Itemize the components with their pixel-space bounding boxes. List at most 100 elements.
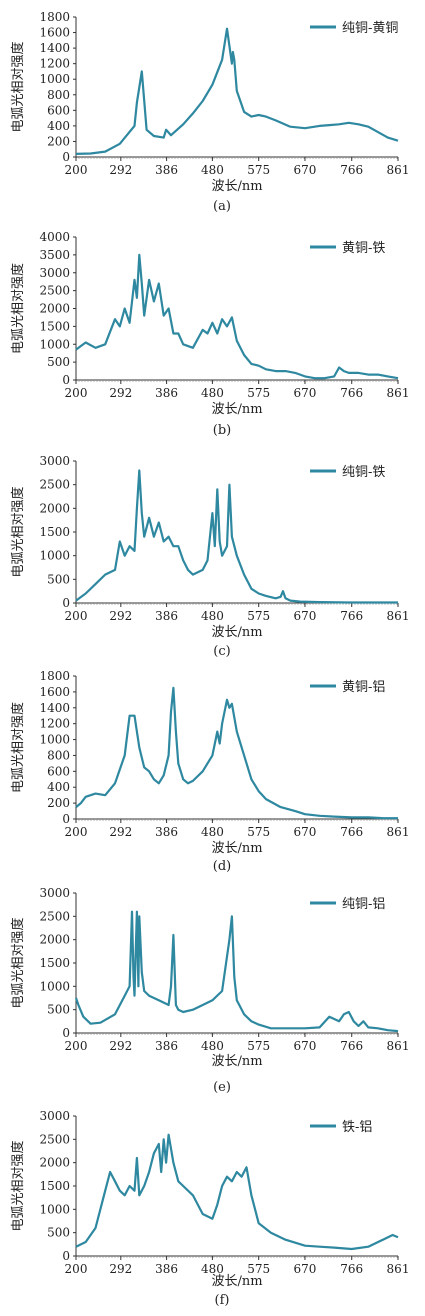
y-tick-label: 800 <box>47 88 70 102</box>
y-tick-label: 0 <box>62 1249 70 1263</box>
x-tick-label: 292 <box>109 1262 132 1276</box>
x-tick-label: 480 <box>201 825 224 839</box>
x-tick-label: 200 <box>65 1039 88 1053</box>
series-line <box>75 27 399 155</box>
y-axis-label: 电弧光相对强度 <box>10 917 26 1008</box>
series-line <box>75 686 398 820</box>
legend-label: 纯铜-黄铜 <box>342 21 398 36</box>
x-tick-label: 386 <box>155 1039 178 1053</box>
y-tick-label: 3000 <box>39 1109 70 1123</box>
y-tick-label: 200 <box>47 796 70 810</box>
y-tick-label: 2000 <box>39 501 70 515</box>
x-axis-label: 波长/nm <box>211 1054 262 1069</box>
legend-label: 黄铜-铝 <box>342 680 385 695</box>
y-tick-label: 1500 <box>39 1179 70 1193</box>
y-tick-label: 1500 <box>39 525 70 539</box>
x-tick-label: 575 <box>247 386 270 400</box>
panel-caption: (c) <box>213 644 230 659</box>
x-tick-label: 386 <box>155 825 178 839</box>
x-tick-label: 861 <box>387 609 410 623</box>
y-tick-label: 2000 <box>39 302 70 316</box>
chart-panel-3: 0 500 1000 1500 2000 2500 3000 200 292 386 480 575 6… <box>10 454 409 659</box>
y-tick-label: 2500 <box>39 284 70 298</box>
y-tick-label: 1800 <box>39 10 70 24</box>
x-tick-label: 480 <box>201 609 224 623</box>
x-tick-label: 670 <box>294 609 317 623</box>
x-tick-label: 766 <box>340 825 363 839</box>
x-tick-label: 480 <box>201 1262 224 1276</box>
x-tick-label: 670 <box>294 163 317 177</box>
legend-label: 纯铜-铝 <box>342 897 385 912</box>
x-axis-label: 波长/nm <box>211 1274 262 1289</box>
y-tick-label: 2000 <box>39 933 70 947</box>
y-tick-label: 1200 <box>39 57 70 71</box>
x-tick-label: 670 <box>294 386 317 400</box>
x-tick-label: 861 <box>387 1262 410 1276</box>
y-tick-label: 600 <box>47 103 70 117</box>
x-tick-label: 386 <box>155 163 178 177</box>
y-tick-label: 3000 <box>39 886 70 900</box>
y-tick-label: 2500 <box>39 478 70 492</box>
x-tick-label: 386 <box>155 386 178 400</box>
chart-panel-2: 0 500 1000 1500 2000 2500 3000 3500 4000 200 292 38… <box>10 230 409 438</box>
y-tick-label: 0 <box>62 373 70 387</box>
x-tick-label: 200 <box>65 609 88 623</box>
y-tick-label: 400 <box>47 780 70 794</box>
x-tick-label: 766 <box>340 386 363 400</box>
x-tick-label: 575 <box>247 609 270 623</box>
series-line <box>75 1133 399 1251</box>
x-tick-label: 575 <box>247 1039 270 1053</box>
y-tick-label: 2000 <box>39 1156 70 1170</box>
x-tick-label: 480 <box>201 1039 224 1053</box>
x-tick-label: 670 <box>294 1039 317 1053</box>
x-tick-label: 386 <box>155 1262 178 1276</box>
y-tick-label: 1600 <box>39 685 70 699</box>
y-tick-label: 500 <box>47 1003 70 1017</box>
x-tick-label: 766 <box>340 1039 363 1053</box>
y-tick-label: 1000 <box>39 337 70 351</box>
x-tick-label: 861 <box>387 163 410 177</box>
x-tick-label: 575 <box>247 1262 270 1276</box>
x-tick-label: 292 <box>109 609 132 623</box>
x-tick-label: 766 <box>340 609 363 623</box>
y-tick-label: 1500 <box>39 319 70 333</box>
y-tick-label: 1400 <box>39 701 70 715</box>
x-tick-label: 575 <box>247 163 270 177</box>
panel-caption: (d) <box>213 859 231 874</box>
y-axis-label: 电弧光相对强度 <box>10 702 26 793</box>
y-tick-label: 2500 <box>39 909 70 923</box>
y-tick-label: 0 <box>62 596 70 610</box>
y-axis-label: 电弧光相对强度 <box>10 1140 26 1231</box>
y-tick-label: 0 <box>62 150 70 164</box>
x-axis-label: 波长/nm <box>211 841 262 856</box>
x-tick-label: 386 <box>155 609 178 623</box>
x-tick-label: 861 <box>387 386 410 400</box>
legend-label: 纯铜-铁 <box>342 465 385 480</box>
x-tick-label: 292 <box>109 825 132 839</box>
series-line <box>75 253 399 380</box>
x-tick-label: 670 <box>294 825 317 839</box>
chart-panel-6: 0 500 1000 1500 2000 2500 3000 200 292 386 480 575 6… <box>10 1109 409 1308</box>
chart-panel-5: 0 500 1000 1500 2000 2500 3000 200 292 386 480 575 6… <box>10 886 409 1095</box>
y-axis-label: 电弧光相对强度 <box>10 486 26 577</box>
legend-label: 铁-铝 <box>342 1120 372 1135</box>
x-tick-label: 292 <box>109 1039 132 1053</box>
y-tick-label: 1500 <box>39 956 70 970</box>
y-tick-label: 1800 <box>39 669 70 683</box>
x-tick-label: 200 <box>65 386 88 400</box>
y-tick-label: 3000 <box>39 454 70 468</box>
x-tick-label: 292 <box>109 163 132 177</box>
y-axis-label: 电弧光相对强度 <box>10 41 26 132</box>
x-tick-label: 292 <box>109 386 132 400</box>
y-tick-label: 1200 <box>39 717 70 731</box>
series-line <box>74 910 399 1033</box>
legend-label: 黄铜-铁 <box>342 241 385 256</box>
x-tick-label: 200 <box>65 1262 88 1276</box>
y-tick-label: 1000 <box>39 72 70 86</box>
y-tick-label: 0 <box>62 1026 70 1040</box>
panel-caption: (b) <box>213 423 231 438</box>
y-tick-label: 1000 <box>39 1202 70 1216</box>
x-axis-label: 波长/nm <box>211 625 262 640</box>
